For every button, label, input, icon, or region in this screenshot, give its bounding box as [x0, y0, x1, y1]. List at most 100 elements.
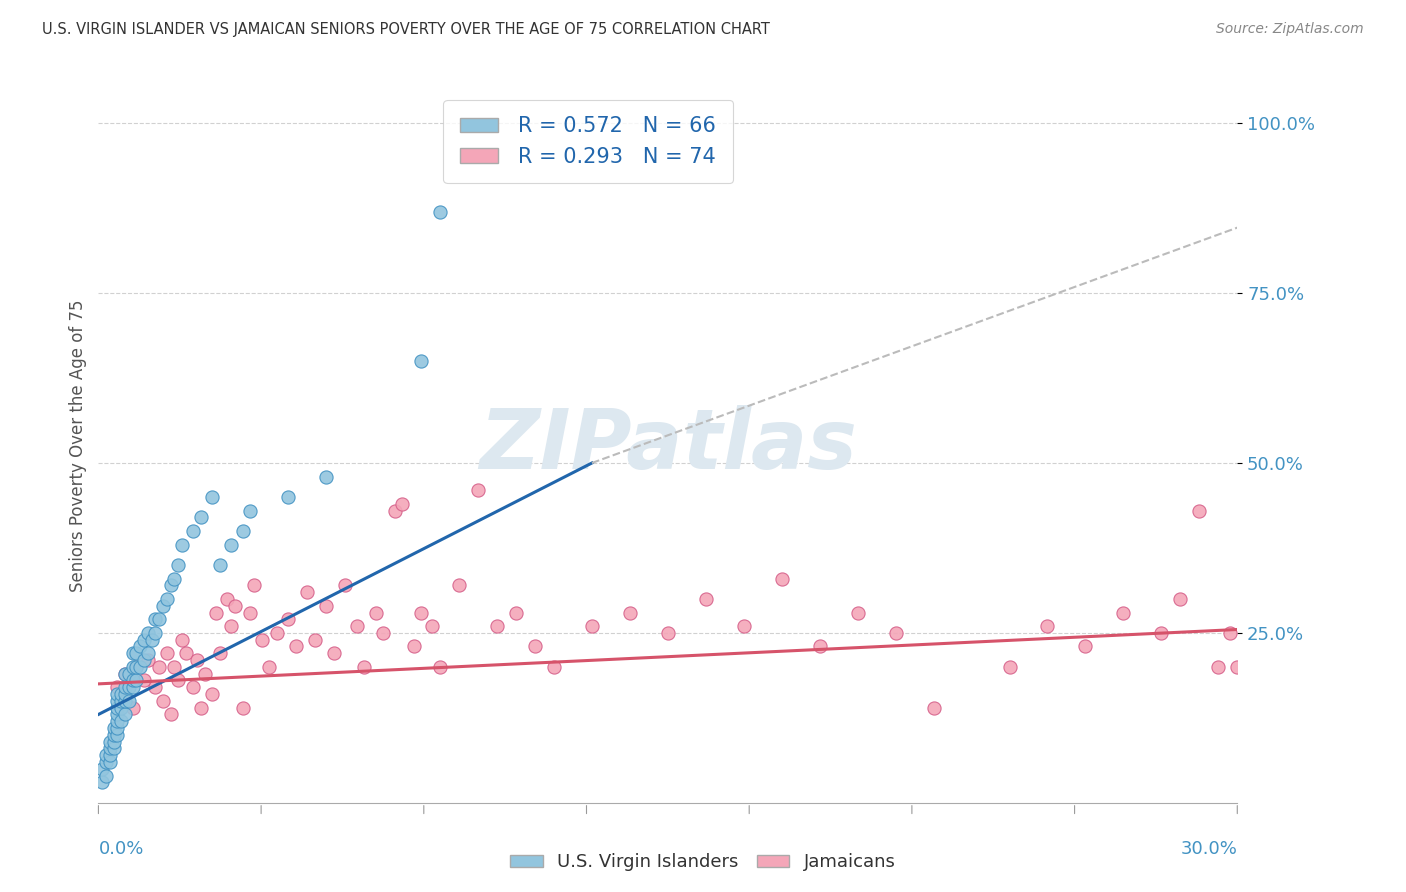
- Point: [136, 653, 159, 667]
- Point: [170, 537, 193, 551]
- Point: [125, 646, 148, 660]
- Legend: R = 0.572   N = 66, R = 0.293   N = 74: R = 0.572 N = 66, R = 0.293 N = 74: [443, 100, 733, 184]
- Point: [391, 497, 413, 511]
- Point: [107, 700, 129, 714]
- Point: [221, 537, 243, 551]
- Point: [402, 640, 425, 654]
- Point: [183, 524, 205, 538]
- Point: [145, 680, 167, 694]
- Point: [94, 755, 117, 769]
- Point: [118, 694, 141, 708]
- Point: [467, 483, 489, 498]
- Point: [167, 673, 190, 688]
- Point: [174, 646, 197, 660]
- Point: [129, 660, 152, 674]
- Point: [217, 591, 239, 606]
- Point: [132, 673, 155, 688]
- Point: [429, 660, 451, 674]
- Point: [148, 612, 170, 626]
- Point: [114, 680, 136, 694]
- Point: [145, 612, 167, 626]
- Point: [695, 591, 717, 606]
- Point: [114, 707, 136, 722]
- Point: [205, 606, 228, 620]
- Point: [284, 640, 307, 654]
- Point: [148, 660, 170, 674]
- Point: [315, 599, 337, 613]
- Legend: U.S. Virgin Islanders, Jamaicans: U.S. Virgin Islanders, Jamaicans: [503, 847, 903, 879]
- Point: [98, 755, 121, 769]
- Point: [190, 700, 212, 714]
- Point: [152, 599, 174, 613]
- Point: [201, 687, 224, 701]
- Point: [1112, 606, 1135, 620]
- Point: [110, 694, 132, 708]
- Point: [411, 606, 433, 620]
- Text: Source: ZipAtlas.com: Source: ZipAtlas.com: [1216, 22, 1364, 37]
- Point: [346, 619, 368, 633]
- Point: [114, 666, 136, 681]
- Point: [121, 680, 143, 694]
- Point: [221, 619, 243, 633]
- Text: U.S. VIRGIN ISLANDER VS JAMAICAN SENIORS POVERTY OVER THE AGE OF 75 CORRELATION : U.S. VIRGIN ISLANDER VS JAMAICAN SENIORS…: [42, 22, 770, 37]
- Point: [121, 673, 143, 688]
- Point: [121, 646, 143, 660]
- Point: [125, 660, 148, 674]
- Point: [170, 632, 193, 647]
- Point: [103, 734, 125, 748]
- Point: [107, 714, 129, 729]
- Point: [94, 748, 117, 763]
- Point: [94, 769, 117, 783]
- Point: [315, 469, 337, 483]
- Point: [998, 660, 1021, 674]
- Point: [110, 714, 132, 729]
- Point: [159, 707, 181, 722]
- Point: [364, 606, 387, 620]
- Point: [422, 619, 444, 633]
- Point: [114, 687, 136, 701]
- Y-axis label: Seniors Poverty Over the Age of 75: Seniors Poverty Over the Age of 75: [69, 300, 87, 592]
- Point: [136, 646, 159, 660]
- Point: [107, 680, 129, 694]
- Point: [107, 707, 129, 722]
- Point: [136, 626, 159, 640]
- Point: [1036, 619, 1059, 633]
- Point: [114, 694, 136, 708]
- Point: [186, 653, 208, 667]
- Point: [132, 632, 155, 647]
- Point: [1150, 626, 1173, 640]
- Text: ZIPatlas: ZIPatlas: [479, 406, 856, 486]
- Point: [118, 666, 141, 681]
- Point: [846, 606, 869, 620]
- Point: [98, 748, 121, 763]
- Point: [110, 687, 132, 701]
- Point: [132, 653, 155, 667]
- Point: [152, 694, 174, 708]
- Point: [125, 660, 148, 674]
- Point: [129, 640, 152, 654]
- Point: [224, 599, 246, 613]
- Point: [657, 626, 679, 640]
- Point: [107, 728, 129, 742]
- Point: [429, 204, 451, 219]
- Point: [335, 578, 357, 592]
- Point: [486, 619, 509, 633]
- Point: [110, 700, 132, 714]
- Point: [1219, 626, 1241, 640]
- Point: [243, 578, 266, 592]
- Point: [163, 572, 186, 586]
- Point: [543, 660, 565, 674]
- Point: [114, 666, 136, 681]
- Point: [371, 626, 394, 640]
- Point: [239, 503, 262, 517]
- Point: [1208, 660, 1230, 674]
- Point: [384, 503, 406, 517]
- Point: [98, 741, 121, 756]
- Point: [277, 612, 299, 626]
- Point: [141, 632, 163, 647]
- Point: [922, 700, 945, 714]
- Point: [505, 606, 527, 620]
- Point: [91, 775, 114, 789]
- Point: [194, 666, 217, 681]
- Point: [156, 646, 179, 660]
